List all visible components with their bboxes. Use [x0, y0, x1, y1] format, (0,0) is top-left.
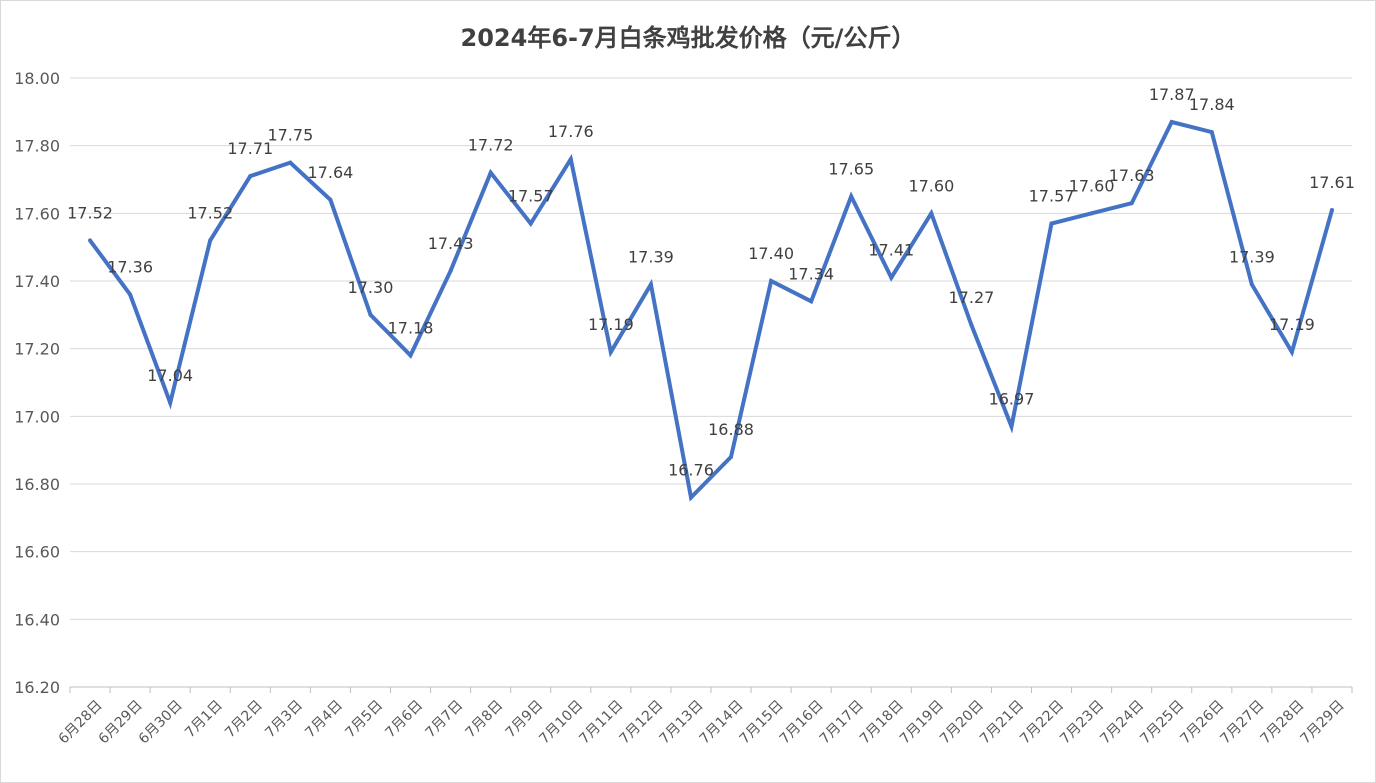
- data-label: 16.97: [989, 389, 1035, 408]
- data-point: [929, 211, 934, 216]
- data-label: 17.84: [1189, 95, 1235, 114]
- data-label: 17.63: [1109, 166, 1155, 185]
- data-label: 17.36: [107, 258, 153, 277]
- data-point: [648, 282, 653, 287]
- data-label: 17.27: [949, 288, 995, 307]
- data-point: [1049, 221, 1054, 226]
- data-point: [208, 238, 213, 243]
- data-point: [1249, 282, 1254, 287]
- data-point: [969, 322, 974, 327]
- x-tick-label: 6月30日: [136, 697, 186, 747]
- x-tick-label: 7月2日: [222, 697, 266, 741]
- data-point: [328, 197, 333, 202]
- y-tick-label: 16.80: [14, 475, 60, 494]
- data-label: 17.76: [548, 122, 594, 141]
- data-label: 17.19: [1269, 315, 1315, 334]
- data-point: [809, 299, 814, 304]
- y-tick-label: 17.40: [14, 272, 60, 291]
- data-point: [488, 170, 493, 175]
- data-label: 17.39: [628, 247, 674, 266]
- data-point: [608, 350, 613, 355]
- data-point: [248, 174, 253, 179]
- data-label: 17.18: [388, 318, 434, 337]
- data-point: [1289, 350, 1294, 355]
- data-point: [528, 221, 533, 226]
- data-point: [1129, 201, 1134, 206]
- data-point: [849, 194, 854, 199]
- y-tick-label: 18.00: [14, 69, 60, 88]
- data-point: [448, 268, 453, 273]
- x-tick-label: 7月7日: [422, 697, 466, 741]
- x-tick-label: 7月6日: [382, 697, 426, 741]
- data-label: 17.64: [308, 163, 354, 182]
- y-tick-label: 17.00: [14, 407, 60, 426]
- data-label: 17.52: [187, 203, 233, 222]
- x-tick-label: 7月3日: [262, 697, 306, 741]
- x-tick-label: 7月1日: [182, 697, 226, 741]
- x-tick-label: 7月5日: [342, 697, 386, 741]
- data-label: 17.40: [748, 244, 794, 263]
- data-label: 17.57: [508, 186, 554, 205]
- y-tick-label: 16.40: [14, 610, 60, 629]
- data-point: [408, 353, 413, 358]
- data-label: 17.04: [147, 366, 193, 385]
- y-tick-label: 16.60: [14, 543, 60, 562]
- data-label: 17.19: [588, 315, 634, 334]
- data-label: 17.52: [67, 203, 113, 222]
- data-label: 17.57: [1029, 186, 1075, 205]
- data-point: [88, 238, 93, 243]
- data-point: [1089, 211, 1094, 216]
- y-tick-label: 17.20: [14, 340, 60, 359]
- data-label: 17.43: [428, 234, 474, 253]
- x-tick-label: 7月8日: [463, 697, 507, 741]
- data-label: 17.87: [1149, 85, 1195, 104]
- data-label: 17.60: [908, 176, 954, 195]
- data-label: 16.76: [668, 461, 714, 480]
- data-point: [288, 160, 293, 165]
- data-point: [688, 495, 693, 500]
- data-label: 17.34: [788, 264, 834, 283]
- data-point: [769, 279, 774, 283]
- data-label: 17.61: [1309, 173, 1355, 192]
- data-point: [1169, 119, 1174, 124]
- data-label: 17.60: [1069, 176, 1115, 195]
- data-point: [1209, 130, 1214, 135]
- data-point: [1329, 207, 1334, 212]
- data-label: 17.41: [868, 241, 914, 260]
- data-point: [729, 454, 734, 459]
- data-label: 17.39: [1229, 247, 1275, 266]
- y-tick-label: 17.80: [14, 137, 60, 156]
- data-label: 17.71: [227, 139, 273, 158]
- chart-title: 2024年6-7月白条鸡批发价格（元/公斤）: [460, 24, 916, 52]
- x-tick-label: 7月29日: [1298, 697, 1348, 747]
- y-tick-label: 17.60: [14, 204, 60, 223]
- data-point: [1009, 424, 1014, 429]
- data-point: [168, 400, 173, 405]
- data-point: [128, 292, 133, 297]
- data-label: 16.88: [708, 420, 754, 439]
- x-tick-label: 7月4日: [302, 697, 346, 741]
- data-point: [889, 275, 894, 280]
- data-label: 17.75: [267, 126, 313, 145]
- y-tick-label: 16.20: [14, 678, 60, 697]
- series-line: [88, 119, 1334, 502]
- data-label: 17.30: [348, 278, 394, 297]
- data-label: 17.72: [468, 136, 514, 155]
- data-label: 17.65: [828, 159, 874, 178]
- data-point: [568, 157, 573, 162]
- data-point: [368, 312, 373, 317]
